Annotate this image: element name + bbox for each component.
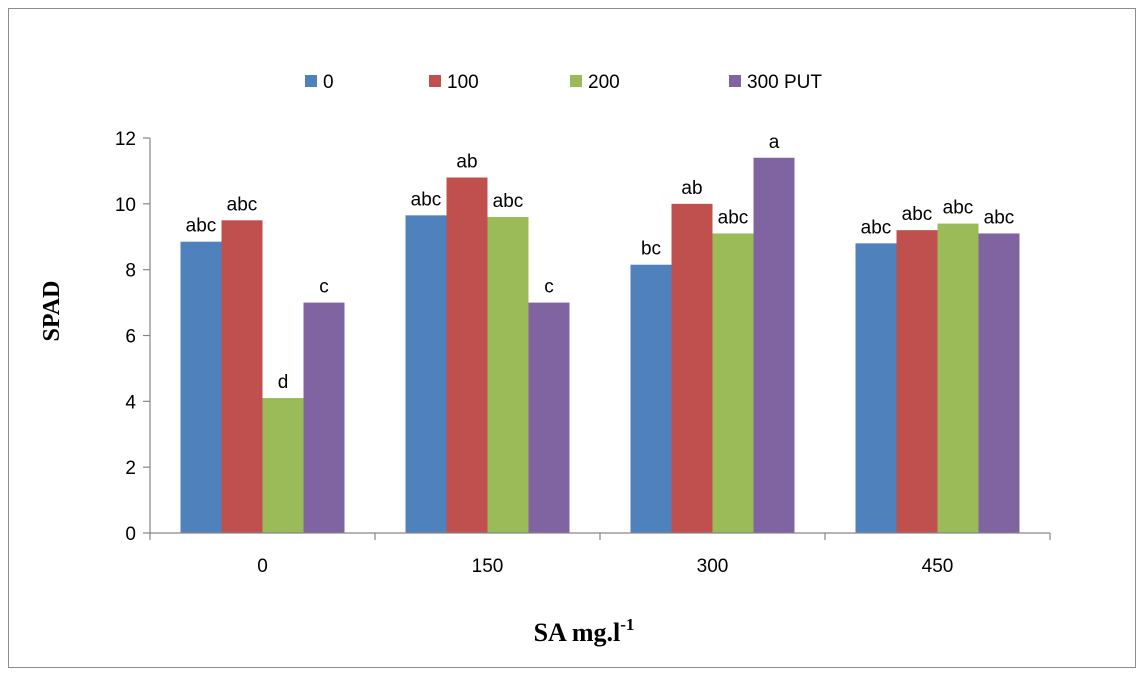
legend-swatch bbox=[305, 75, 317, 87]
data-label: abc bbox=[943, 198, 974, 219]
bar bbox=[671, 203, 713, 534]
chart-frame: 0 100 200 300 PUT 0 2 4 6 8 10 12 abc abc d c abc ab ab… bbox=[8, 8, 1136, 668]
legend-label: 300 PUT bbox=[747, 72, 822, 93]
data-label: c bbox=[544, 277, 554, 298]
data-label: abc bbox=[227, 194, 258, 215]
data-label: bc bbox=[641, 239, 661, 260]
data-label: abc bbox=[718, 207, 749, 228]
data-label: ab bbox=[456, 152, 477, 173]
y-tick-label: 6 bbox=[125, 327, 136, 348]
legend: 0 100 200 300 PUT bbox=[305, 72, 822, 93]
data-label: a bbox=[769, 132, 780, 153]
x-axis-title: SA mg.l-1 bbox=[534, 615, 635, 647]
x-tick-label: 450 bbox=[922, 556, 954, 577]
x-axis-title-text: SA mg.l bbox=[534, 618, 621, 647]
bar bbox=[855, 243, 897, 534]
data-label: abc bbox=[902, 204, 933, 225]
x-axis: 0 150 300 450 bbox=[149, 532, 1051, 577]
bar bbox=[262, 398, 304, 533]
bar bbox=[221, 220, 263, 533]
legend-swatch bbox=[570, 75, 582, 87]
y-axis-title: SPAD bbox=[39, 281, 65, 342]
legend-label: 0 bbox=[323, 72, 334, 93]
bar bbox=[303, 302, 345, 533]
y-tick-label: 2 bbox=[125, 458, 136, 479]
x-tick-label: 150 bbox=[472, 556, 504, 577]
bar bbox=[896, 230, 938, 533]
bar bbox=[405, 215, 447, 533]
legend-label: 100 bbox=[447, 72, 479, 93]
x-tick-label: 300 bbox=[697, 556, 729, 577]
data-label: d bbox=[278, 372, 289, 393]
bar bbox=[630, 264, 672, 533]
bar bbox=[753, 157, 795, 533]
y-axis: 0 2 4 6 8 10 12 bbox=[115, 129, 151, 545]
y-tick-label: 0 bbox=[125, 524, 136, 545]
data-label: c bbox=[319, 277, 329, 298]
data-label: abc bbox=[411, 189, 442, 210]
legend-label: 200 bbox=[588, 72, 620, 93]
data-label: abc bbox=[186, 216, 217, 237]
legend-swatch bbox=[729, 75, 741, 87]
bar bbox=[978, 233, 1020, 534]
data-label: abc bbox=[493, 191, 524, 212]
y-tick-label: 10 bbox=[115, 195, 136, 216]
data-label: abc bbox=[861, 217, 892, 238]
x-axis-title-superscript: -1 bbox=[620, 615, 634, 634]
x-tick-label: 0 bbox=[257, 556, 268, 577]
y-tick-label: 4 bbox=[125, 392, 136, 413]
bar bbox=[446, 177, 488, 533]
bar bbox=[487, 217, 529, 533]
legend-swatch bbox=[429, 75, 441, 87]
y-tick-label: 8 bbox=[125, 261, 136, 282]
bar bbox=[528, 302, 570, 533]
data-label: ab bbox=[681, 178, 702, 199]
data-label: abc bbox=[984, 207, 1015, 228]
y-tick-label: 12 bbox=[115, 129, 136, 150]
bar bbox=[712, 233, 754, 534]
bar bbox=[937, 223, 979, 534]
bar bbox=[180, 241, 222, 533]
